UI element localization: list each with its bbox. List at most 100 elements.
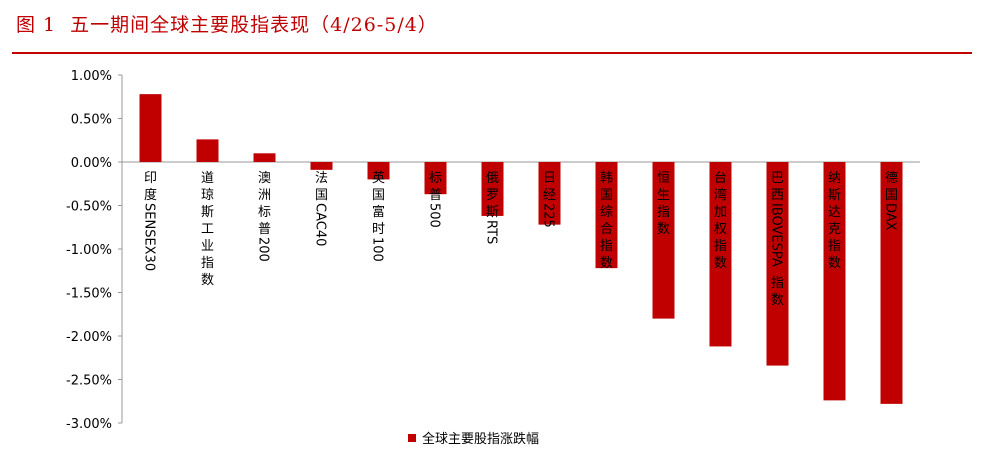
category-label-text: 加: [714, 205, 727, 220]
category-label-text: 国: [885, 188, 898, 203]
category-label-text: 指: [201, 256, 214, 271]
category-label-text: 俄: [486, 171, 499, 186]
category-label-text: 印: [144, 171, 157, 186]
bar: [880, 162, 903, 404]
category-label-text: 标: [429, 171, 442, 186]
category-label-text: 英: [372, 171, 385, 186]
bar: [652, 162, 675, 319]
bar: [709, 162, 732, 347]
legend-label: 全球主要股指涨跌幅: [422, 431, 539, 447]
category-label-text: 权: [714, 221, 727, 237]
legend-swatch: [408, 434, 416, 442]
category-label-text: 200: [256, 237, 271, 262]
y-tick-label: 0.50%: [71, 113, 112, 128]
category-label-text: RTS: [484, 220, 499, 244]
category-label-text: 指: [714, 239, 727, 254]
bar: [766, 162, 789, 366]
category-label-text: 纳: [828, 171, 841, 186]
category-label-text: 韩: [600, 171, 613, 186]
category-label-text: 富: [372, 204, 385, 220]
category-label-text: 国: [372, 188, 385, 203]
y-tick-label: 1.00%: [71, 69, 112, 84]
category-label-text: 数: [657, 222, 670, 237]
y-tick-label: -2.00%: [66, 330, 112, 345]
category-label-text: 道: [201, 171, 214, 186]
y-tick-label: 0.00%: [71, 156, 112, 171]
category-label-text: IBOVESPA: [769, 203, 784, 267]
category-label-text: 斯: [486, 205, 499, 220]
category-label-text: SENSEX30: [142, 203, 157, 271]
category-label-text: 经: [543, 188, 556, 203]
category-label-text: 国: [600, 188, 613, 203]
y-tick-label: -3.00%: [66, 417, 112, 432]
category-label-text: 斯: [828, 188, 841, 203]
bar: [595, 162, 618, 269]
category-label-text: 恒: [657, 171, 670, 186]
category-label-text: 巴: [771, 171, 784, 186]
category-label-text: 法: [315, 171, 328, 186]
category-label-text: 综: [600, 205, 613, 220]
bar: [481, 162, 504, 216]
category-label-text: 数: [201, 273, 214, 288]
category-label-text: 日: [543, 171, 556, 186]
category-label-text: 罗: [486, 188, 499, 203]
category-label-text: 洲: [258, 188, 271, 203]
category-label-text: 斯: [201, 205, 214, 220]
bar: [367, 162, 390, 180]
category-label-text: 100: [370, 237, 385, 262]
category-label-text: 数: [714, 256, 727, 271]
bar: [538, 162, 561, 225]
y-tick-label: -1.50%: [66, 287, 112, 302]
category-label-text: 生: [657, 188, 670, 203]
category-label-text: 国: [315, 188, 328, 203]
bar: [196, 139, 219, 162]
category-label-text: 台: [714, 171, 727, 186]
category-label-text: 数: [828, 256, 841, 271]
title-rule: [12, 52, 972, 54]
category-label-text: 指: [771, 276, 784, 291]
category-label-text: CAC40: [313, 203, 328, 246]
category-label-text: 度: [144, 187, 157, 203]
bar: [424, 162, 447, 195]
y-tick-label: -1.00%: [66, 243, 112, 258]
category-label-text: 克: [828, 222, 841, 237]
category-label-text: 指: [600, 239, 613, 254]
category-label-text: 标: [258, 205, 271, 220]
figure-number: 图 1: [16, 14, 57, 36]
category-label-text: 普: [258, 222, 271, 237]
category-label-text: 澳: [258, 170, 271, 186]
category-label-text: DAX: [883, 203, 898, 231]
y-tick-label: -2.50%: [66, 374, 112, 389]
category-label-text: 合: [600, 222, 613, 237]
category-label-text: 225: [541, 203, 556, 228]
figure-title: 图 1 五一期间全球主要股指表现（4/26-5/4）: [16, 10, 452, 37]
bar: [253, 153, 276, 162]
category-label-text: 达: [828, 205, 841, 220]
category-label-text: 指: [657, 205, 670, 220]
category-label-text: 西: [771, 188, 784, 203]
category-label-text: 琼: [201, 188, 214, 203]
category-label-text: 500: [427, 203, 442, 228]
category-label-text: 数: [771, 293, 784, 308]
figure-title-text: 五一期间全球主要股指表现（4/26-5/4）: [70, 14, 438, 36]
category-label-text: 工: [201, 222, 214, 237]
y-tick-label: -0.50%: [66, 200, 112, 215]
category-label-text: 指: [828, 239, 841, 254]
category-label-text: 普: [429, 188, 442, 203]
bar: [139, 94, 162, 162]
category-label-text: 德: [885, 171, 898, 186]
